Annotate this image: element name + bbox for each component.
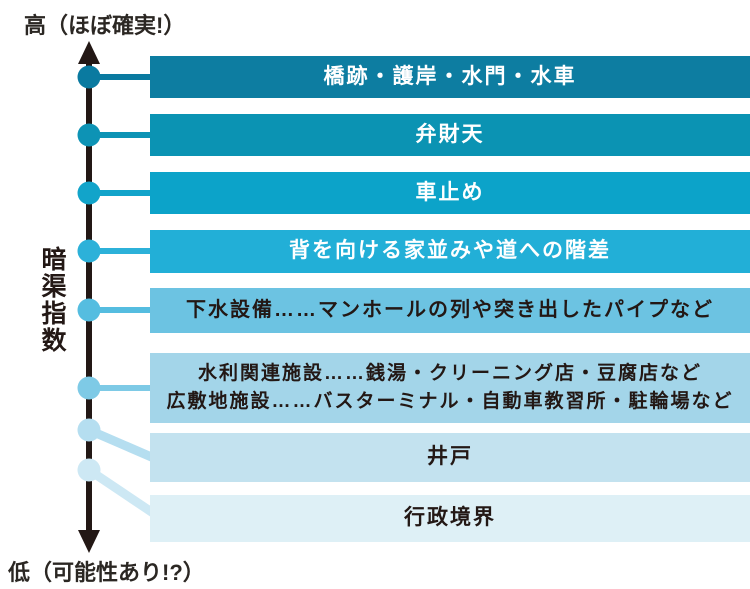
bar-label: 井戸 xyxy=(427,445,473,469)
axis-dot xyxy=(77,376,101,400)
bar-label: 下水設備……マンホールの列や突き出したパイプなど xyxy=(186,299,714,321)
bar-label: 背を向ける家並みや道への階差 xyxy=(289,239,611,263)
axis-high-label: 高（ほぼ確実!） xyxy=(24,13,186,38)
axis-arrow-up-icon xyxy=(78,41,100,64)
bar-item-7: 井戸 xyxy=(150,433,750,482)
bar-label: 行政境界 xyxy=(404,506,496,530)
bar-label: 橋跡・護岸・水門・水車 xyxy=(323,64,577,88)
axis-dot xyxy=(77,458,101,482)
bar-item-8: 行政境界 xyxy=(150,495,750,542)
bar-item-2: 弁財天 xyxy=(150,114,750,156)
axis-arrow-down-icon xyxy=(78,530,100,553)
bar-item-6: 水利関連施設……銭湯・クリーニング店・豆腐店など広敷地施設……バスターミナル・自… xyxy=(150,353,750,423)
bar-label: 車止め xyxy=(415,180,485,204)
bar-item-4: 背を向ける家並みや道への階差 xyxy=(150,230,750,273)
axis-low-label: 低（可能性あり!?） xyxy=(8,560,205,585)
bar-item-5: 下水設備……マンホールの列や突き出したパイプなど xyxy=(150,288,750,333)
axis-title: 暗渠指数 xyxy=(38,246,66,354)
axis-dot xyxy=(77,239,101,263)
bar-item-1: 橋跡・護岸・水門・水車 xyxy=(150,56,750,98)
axis-dot xyxy=(77,298,101,322)
connector-line xyxy=(84,465,161,520)
bar-label: 弁財天 xyxy=(415,122,485,146)
bar-label: 水利関連施設……銭湯・クリーニング店・豆腐店など xyxy=(197,363,702,385)
bar-label: 広敷地施設……バスターミナル・自動車教習所・駐輪場など xyxy=(166,391,734,412)
axis-dot xyxy=(77,65,101,89)
axis-dot xyxy=(77,123,101,147)
bar-item-3: 車止め xyxy=(150,172,750,214)
axis-dot xyxy=(77,418,101,442)
axis-dot xyxy=(77,181,101,205)
connector-line xyxy=(84,425,161,464)
